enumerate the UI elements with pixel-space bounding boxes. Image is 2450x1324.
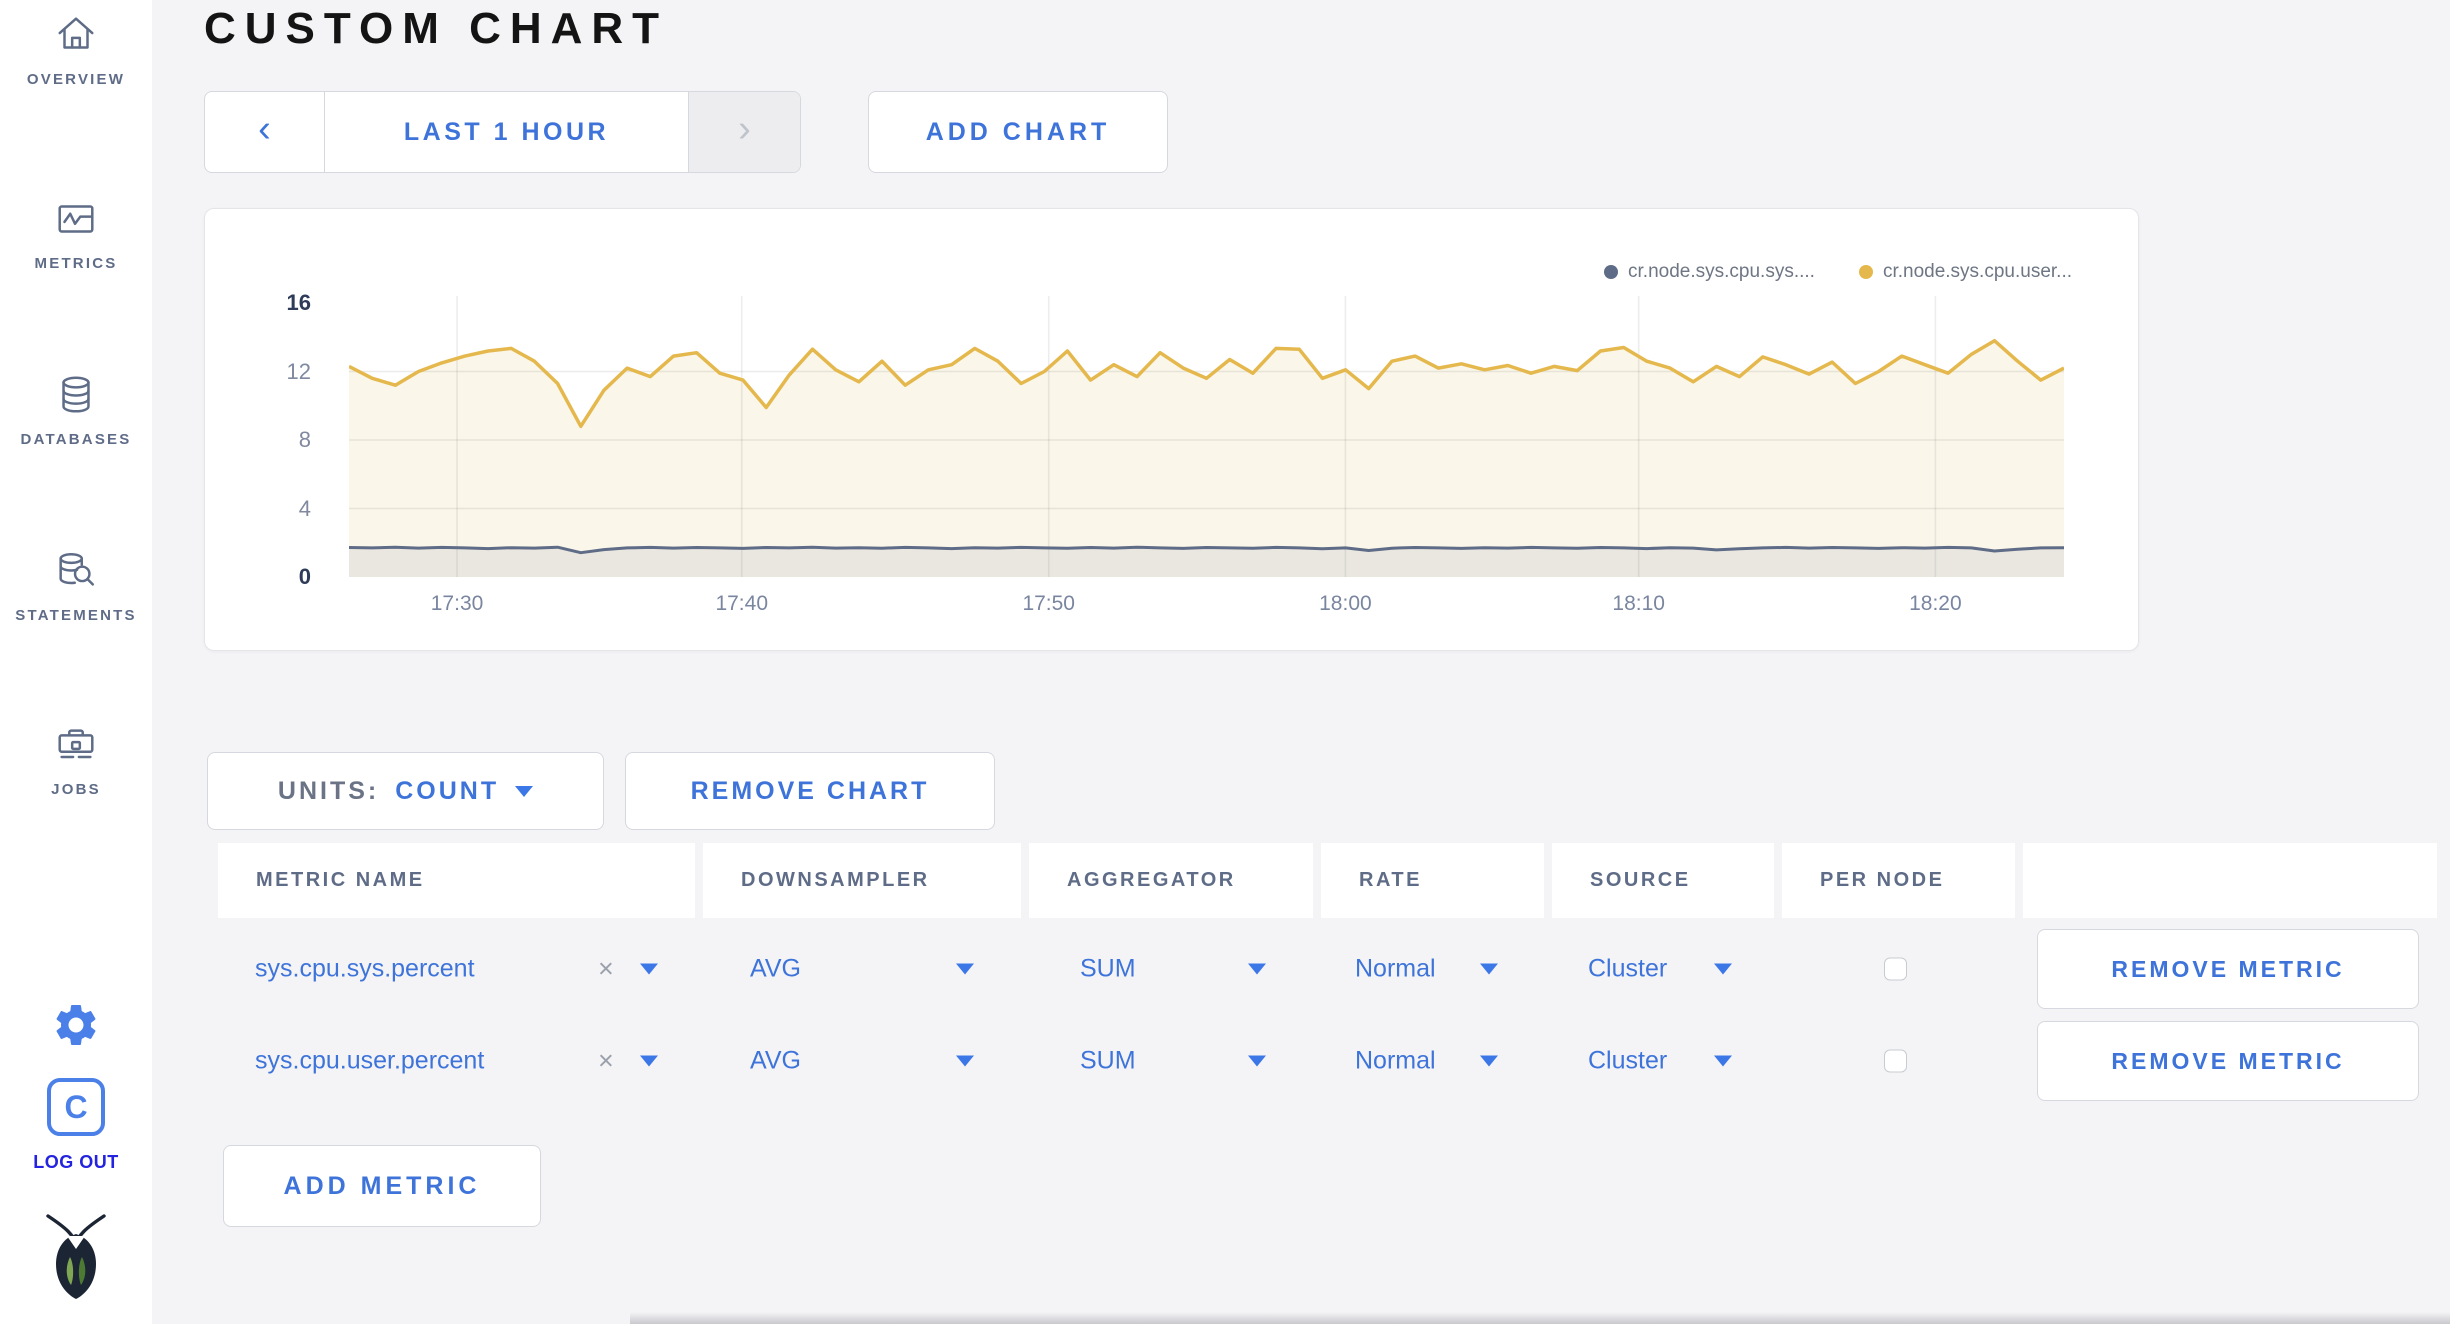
sidebar-item-jobs[interactable]: JOBS	[0, 722, 152, 798]
sidebar-item-overview[interactable]: OVERVIEW	[0, 12, 152, 88]
time-range-label[interactable]: LAST 1 HOUR	[403, 117, 610, 146]
sidebar-item-label: DATABASES	[20, 431, 132, 448]
remove-chart-button[interactable]: REMOVE CHART	[625, 752, 995, 830]
page-title: CUSTOM CHART	[204, 4, 669, 53]
legend-dot-icon	[1604, 265, 1619, 279]
column-header-actions	[2023, 843, 2437, 918]
legend-label: cr.node.sys.cpu.user...	[1882, 261, 2072, 282]
time-range-next-button[interactable]: ›	[688, 92, 800, 172]
remove-metric-button[interactable]: REMOVE METRIC	[2037, 929, 2419, 1009]
add-chart-button[interactable]: ADD CHART	[868, 91, 1168, 173]
gear-icon	[51, 1000, 101, 1055]
per-node-checkbox[interactable]	[1884, 1049, 1907, 1073]
chevron-down-icon[interactable]	[1480, 963, 1498, 975]
rate-dropdown[interactable]: Normal	[1355, 954, 1436, 983]
line-chart	[349, 296, 2064, 577]
metric-name-dropdown[interactable]: sys.cpu.sys.percent	[255, 954, 475, 983]
chevron-down-icon[interactable]	[956, 1055, 974, 1067]
chevron-down-icon[interactable]	[1714, 1055, 1732, 1067]
chevron-down-icon[interactable]	[640, 1055, 658, 1067]
sidebar-item-metrics[interactable]: METRICS	[0, 196, 152, 272]
column-header-aggregator: AGGREGATOR	[1029, 843, 1313, 918]
column-header-downsampler: DOWNSAMPLER	[703, 843, 1021, 918]
chevron-down-icon[interactable]	[1248, 963, 1266, 975]
y-tick-label: 0	[298, 564, 311, 589]
sidebar-item-label: OVERVIEW	[26, 71, 126, 88]
column-header-per-node: PER NODE	[1782, 843, 2015, 918]
scroll-shadow	[630, 1312, 2450, 1324]
chart-card: cr.node.sys.cpu.sys.... cr.node.sys.cpu.u…	[204, 208, 2139, 651]
database-icon	[53, 372, 99, 418]
add-metric-button[interactable]: ADD METRIC	[223, 1145, 541, 1227]
time-range-prev-button[interactable]: ‹	[205, 92, 325, 172]
chevron-down-icon[interactable]	[1248, 1055, 1266, 1067]
time-range-picker: ‹ LAST 1 HOUR ›	[204, 91, 801, 173]
graph-icon	[53, 196, 99, 242]
units-dropdown[interactable]: UNITS: COUNT	[207, 752, 604, 830]
chevron-down-icon	[515, 785, 534, 797]
x-tick-label: 18:10	[1612, 592, 1665, 615]
legend-item: cr.node.sys.cpu.sys....	[1604, 261, 1815, 283]
clear-metric-icon[interactable]: ×	[598, 1045, 614, 1076]
cockroach-bug-icon	[0, 1212, 152, 1300]
source-dropdown[interactable]: Cluster	[1588, 954, 1668, 983]
database-search-icon	[53, 548, 99, 594]
home-icon	[53, 12, 99, 58]
column-header-source: SOURCE	[1552, 843, 1774, 918]
sidebar: OVERVIEW METRICS DATABASES	[0, 0, 152, 1324]
x-tick-label: 17:40	[715, 592, 769, 615]
y-tick-label: 8	[298, 427, 311, 452]
metric-row: sys.cpu.user.percent × AVG SUM Normal Cl…	[0, 1018, 2450, 1104]
aggregator-dropdown[interactable]: SUM	[1080, 1046, 1136, 1075]
legend-item: cr.node.sys.cpu.user...	[1858, 261, 2072, 283]
logout-button[interactable]: LOG OUT	[33, 1152, 119, 1172]
cockroach-c-icon[interactable]: C	[47, 1078, 105, 1136]
source-dropdown[interactable]: Cluster	[1588, 1046, 1668, 1075]
chevron-down-icon[interactable]	[1714, 963, 1732, 975]
clear-metric-icon[interactable]: ×	[598, 953, 614, 984]
sidebar-item-label: STATEMENTS	[15, 607, 137, 624]
metric-name-dropdown[interactable]: sys.cpu.user.percent	[255, 1046, 485, 1075]
units-value: COUNT	[395, 776, 500, 805]
rate-dropdown[interactable]: Normal	[1355, 1046, 1436, 1075]
chart-legend: cr.node.sys.cpu.sys.... cr.node.sys.cpu.u…	[1604, 261, 2072, 283]
column-header-metric-name: METRIC NAME	[218, 843, 695, 918]
briefcase-icon	[53, 722, 99, 768]
x-tick-label: 18:00	[1319, 592, 1372, 615]
x-tick-label: 18:20	[1909, 592, 1962, 615]
sidebar-item-label: JOBS	[51, 781, 101, 798]
chevron-left-icon: ‹	[258, 107, 271, 150]
settings-button[interactable]	[0, 1000, 152, 1055]
remove-metric-button[interactable]: REMOVE METRIC	[2037, 1021, 2419, 1101]
sidebar-item-statements[interactable]: STATEMENTS	[0, 548, 152, 624]
y-tick-label: 16	[286, 290, 311, 315]
sidebar-item-databases[interactable]: DATABASES	[0, 372, 152, 448]
sidebar-item-label: METRICS	[34, 255, 118, 272]
x-tick-label: 17:50	[1022, 592, 1075, 615]
y-tick-label: 12	[286, 358, 311, 384]
chevron-down-icon[interactable]	[640, 963, 658, 975]
downsampler-dropdown[interactable]: AVG	[750, 954, 801, 983]
downsampler-dropdown[interactable]: AVG	[750, 1046, 801, 1075]
aggregator-dropdown[interactable]: SUM	[1080, 954, 1136, 983]
y-tick-label: 4	[298, 495, 311, 521]
legend-dot-icon	[1858, 265, 1873, 279]
metrics-table-header: METRIC NAME DOWNSAMPLER AGGREGATOR RATE …	[218, 843, 2437, 918]
per-node-checkbox[interactable]	[1884, 957, 1907, 981]
column-header-rate: RATE	[1321, 843, 1544, 918]
chevron-down-icon[interactable]	[956, 963, 974, 975]
legend-label: cr.node.sys.cpu.sys....	[1628, 261, 1815, 282]
x-tick-label: 17:30	[430, 592, 484, 615]
chevron-right-icon: ›	[738, 107, 751, 150]
metric-row: sys.cpu.sys.percent × AVG SUM Normal Clu…	[0, 926, 2450, 1012]
units-label: UNITS:	[277, 776, 380, 805]
chevron-down-icon[interactable]	[1480, 1055, 1498, 1067]
